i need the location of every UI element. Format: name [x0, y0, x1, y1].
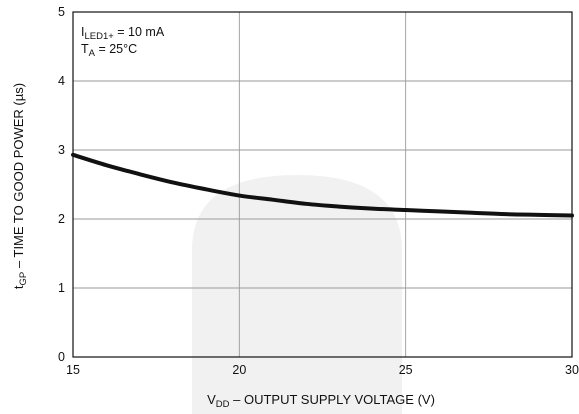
x-tick-labels: 15 20 25 30 [66, 363, 579, 377]
annotation-current-rest: = 10 mA [114, 25, 165, 39]
y-tick-label-0: 0 [58, 350, 65, 364]
annotation-current-main: I [81, 25, 84, 39]
y-tick-label-1: 1 [58, 281, 65, 295]
x-tick-label-15: 15 [66, 363, 80, 377]
annotation-current-sub: LED1+ [84, 31, 114, 42]
annotation-current: ILED1+ = 10 mA [81, 25, 165, 42]
y-tick-label-5: 5 [58, 5, 65, 19]
grid [73, 12, 572, 357]
annotation-temperature-main: T [81, 42, 89, 56]
y-tick-label-3: 3 [58, 143, 65, 157]
x-tick-label-30: 30 [565, 363, 579, 377]
y-tick-labels: 0 1 2 3 4 5 [58, 5, 65, 364]
watermark-shape [192, 175, 402, 414]
annotation-temperature: TA = 25°C [81, 42, 137, 59]
x-tick-label-20: 20 [232, 363, 246, 377]
y-tick-label-4: 4 [58, 74, 65, 88]
annotation-temperature-sub: A [89, 48, 96, 59]
x-axis-label-rest: – OUTPUT SUPPLY VOLTAGE (V) [230, 392, 435, 407]
y-axis-label-sub: GP [18, 272, 29, 286]
x-tick-label-25: 25 [399, 363, 413, 377]
x-axis-label-sub: DD [216, 399, 230, 410]
x-axis-label: VDD – OUTPUT SUPPLY VOLTAGE (V) [207, 392, 435, 410]
y-tick-label-2: 2 [58, 212, 65, 226]
y-axis-label-rest: – TIME TO GOOD POWER (µs) [11, 83, 26, 272]
x-axis-label-main: V [207, 392, 216, 407]
annotation-temperature-rest: = 25°C [95, 42, 137, 56]
y-axis-label-main: t [11, 285, 26, 289]
series-line [71, 152, 574, 218]
y-axis-label: tGP – TIME TO GOOD POWER (µs) [11, 83, 29, 289]
plot-frame [72, 11, 573, 358]
